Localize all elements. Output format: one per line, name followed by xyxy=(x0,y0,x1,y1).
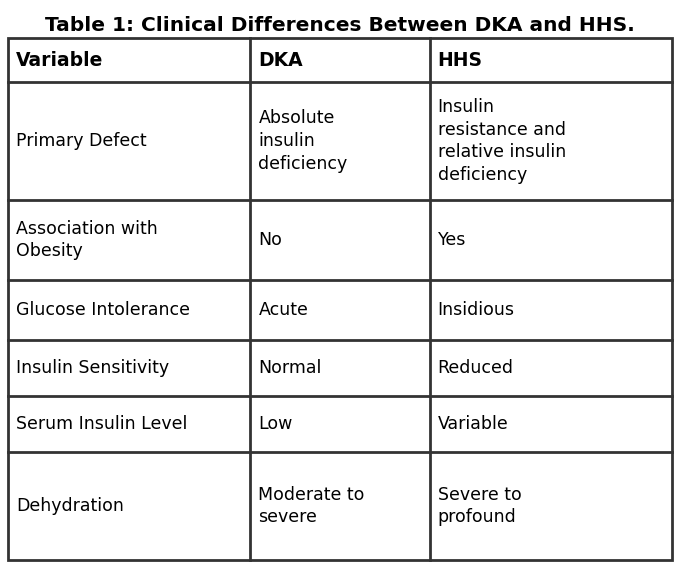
Text: Variable: Variable xyxy=(16,50,103,70)
Text: Reduced: Reduced xyxy=(438,359,513,377)
Text: Association with
Obesity: Association with Obesity xyxy=(16,219,158,260)
Text: Moderate to
severe: Moderate to severe xyxy=(258,486,364,526)
Text: Primary Defect: Primary Defect xyxy=(16,132,147,150)
Text: Normal: Normal xyxy=(258,359,322,377)
Text: Severe to
profound: Severe to profound xyxy=(438,486,522,526)
Text: Absolute
insulin
deficiency: Absolute insulin deficiency xyxy=(258,109,347,173)
Text: Insulin
resistance and
relative insulin
deficiency: Insulin resistance and relative insulin … xyxy=(438,98,566,184)
Text: Table 1: Clinical Differences Between DKA and HHS.: Table 1: Clinical Differences Between DK… xyxy=(45,16,635,35)
Text: Yes: Yes xyxy=(438,231,466,249)
Text: DKA: DKA xyxy=(258,50,303,70)
Bar xyxy=(8,38,672,560)
Text: Insulin Sensitivity: Insulin Sensitivity xyxy=(16,359,169,377)
Text: Insidious: Insidious xyxy=(438,301,515,319)
Text: Acute: Acute xyxy=(258,301,308,319)
Text: Variable: Variable xyxy=(438,415,509,433)
Text: No: No xyxy=(258,231,282,249)
Text: Dehydration: Dehydration xyxy=(16,497,124,515)
Text: Glucose Intolerance: Glucose Intolerance xyxy=(16,301,190,319)
Text: HHS: HHS xyxy=(438,50,483,70)
Text: Serum Insulin Level: Serum Insulin Level xyxy=(16,415,188,433)
Text: Low: Low xyxy=(258,415,292,433)
